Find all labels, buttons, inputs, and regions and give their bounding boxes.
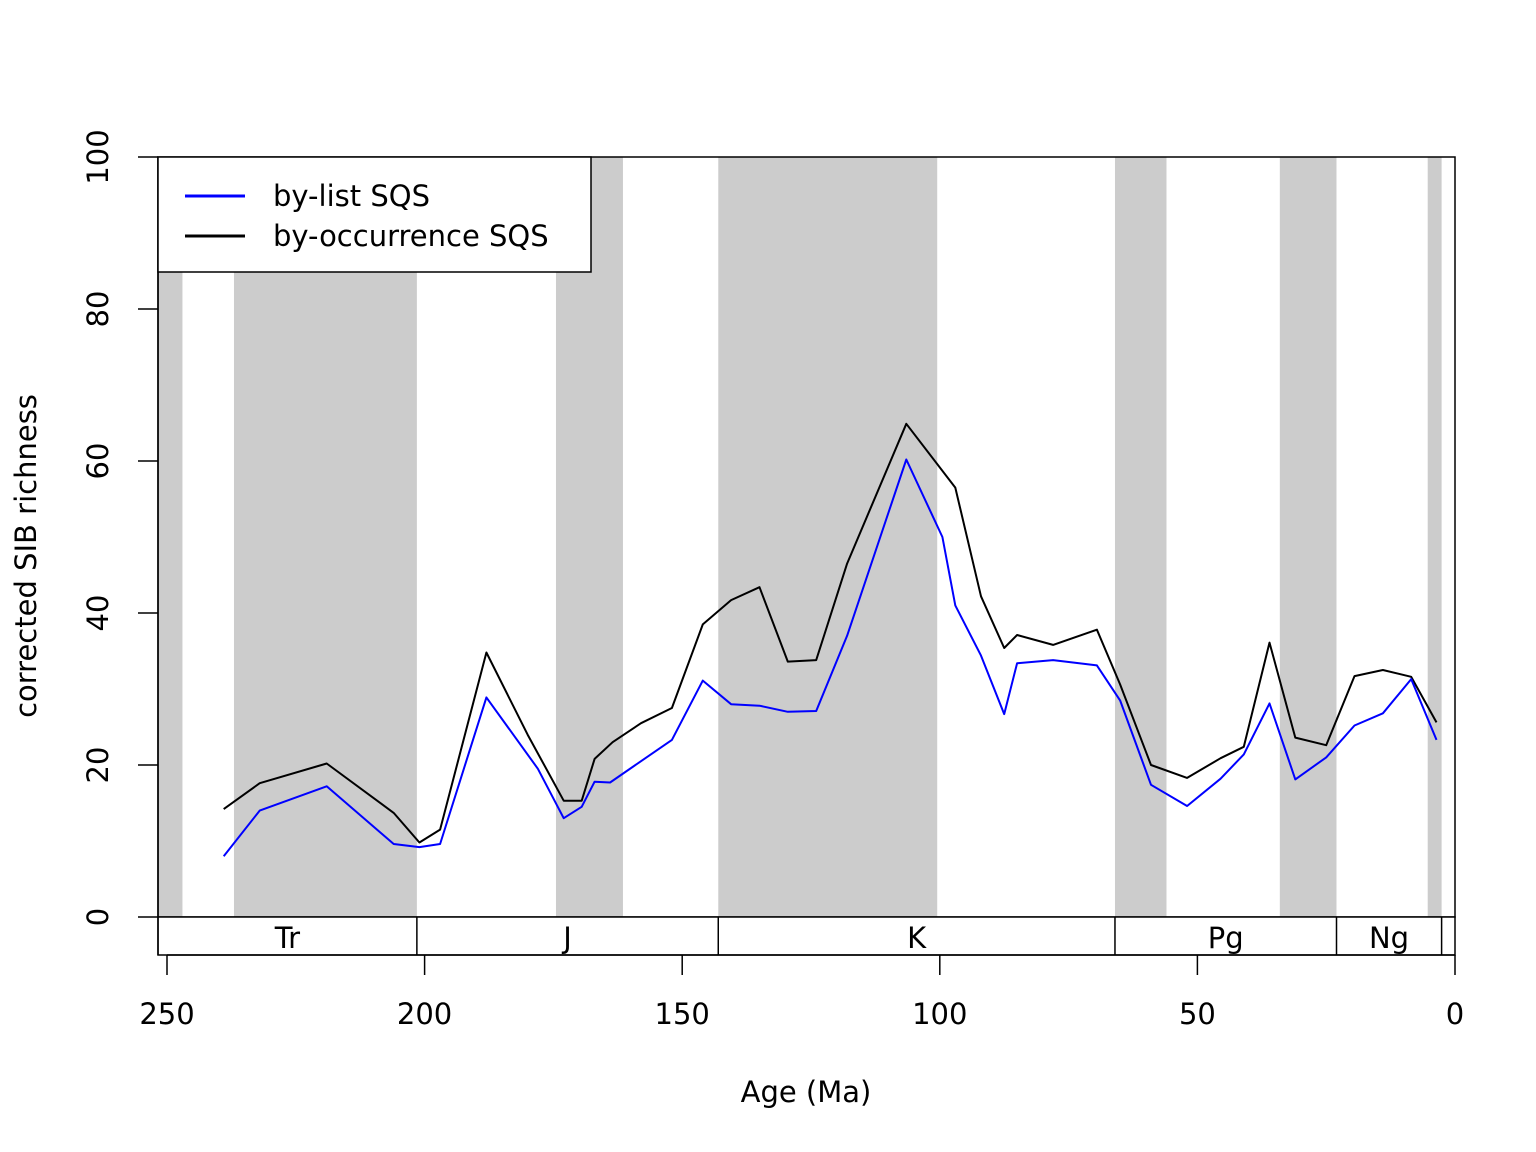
stage-band-0	[158, 157, 183, 917]
x-tick-label-200: 200	[397, 997, 452, 1031]
x-axis: 250 200 150 100 50 0	[139, 954, 1464, 1031]
y-tick-label-60: 60	[81, 443, 115, 480]
x-tick-label-100: 100	[912, 997, 967, 1031]
x-axis-label: Age (Ma)	[741, 1075, 872, 1109]
y-axis-label: corrected SIB richness	[9, 394, 43, 718]
period-bar-frame	[157, 916, 1456, 956]
stage-band-3	[718, 157, 938, 917]
legend-label-by-occurrence-sqs: by-occurrence SQS	[273, 219, 549, 253]
period-label-ng: Ng	[1369, 921, 1409, 955]
y-tick-label-20: 20	[81, 747, 115, 784]
x-tick-label-250: 250	[139, 997, 194, 1031]
period-label-j: J	[561, 921, 572, 955]
y-tick-label-40: 40	[81, 595, 115, 632]
y-tick-label-0: 0	[81, 908, 115, 926]
period-label-tr: Tr	[274, 921, 300, 955]
series-line-by-list-sqs	[222, 458, 1438, 857]
series-line-by-occurrence-sqs	[223, 422, 1438, 844]
x-tick-label-0: 0	[1446, 997, 1464, 1031]
y-axis: 0 20 40 60 80 100	[81, 129, 159, 926]
stage-band-1	[233, 157, 417, 917]
period-label-pg: Pg	[1208, 921, 1244, 955]
x-tick-label-150: 150	[655, 997, 710, 1031]
stage-shading	[158, 157, 1442, 917]
period-label-k: K	[907, 921, 927, 955]
stage-band-6	[1427, 157, 1442, 917]
legend-label-by-list-sqs: by-list SQS	[273, 179, 430, 213]
series-layer	[222, 422, 1438, 857]
stage-band-5	[1279, 157, 1337, 917]
x-tick-label-50: 50	[1179, 997, 1216, 1031]
y-tick-label-100: 100	[81, 129, 115, 184]
legend-box	[157, 156, 592, 273]
legend: by-list SQS by-occurrence SQS	[157, 156, 592, 273]
period-bar: Tr J K Pg Ng	[157, 916, 1456, 956]
y-tick-label-80: 80	[81, 291, 115, 328]
stage-band-4	[1114, 157, 1167, 917]
